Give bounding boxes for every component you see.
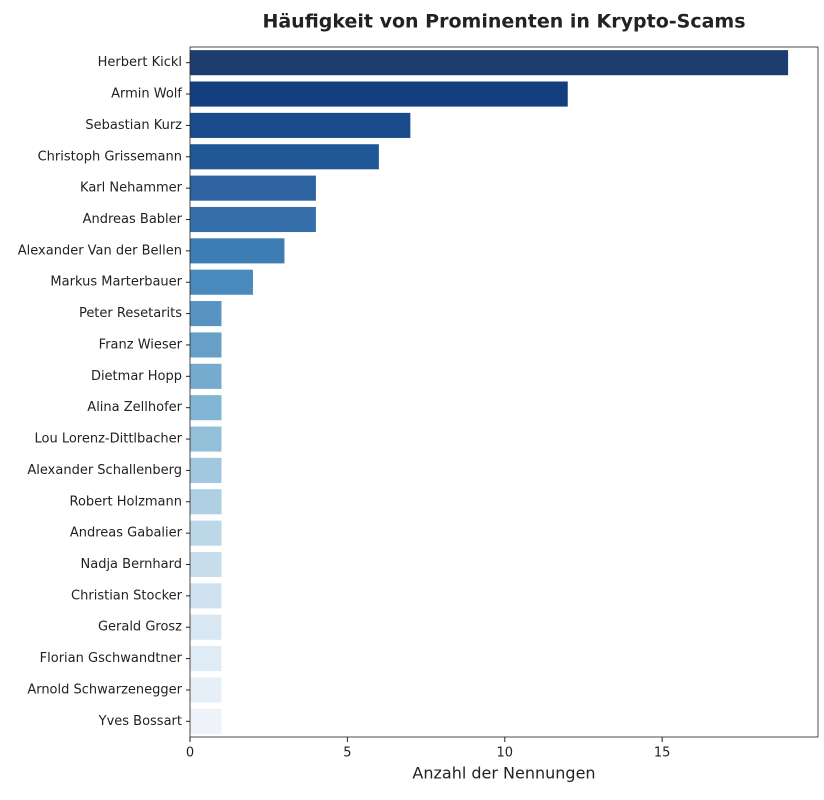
bar [190,332,222,358]
bar [190,269,253,295]
bar [190,489,222,515]
bar [190,677,222,703]
bar [190,81,568,107]
y-tick-label: Florian Gschwandtner [40,651,183,666]
y-tick-label: Karl Nehammer [80,181,183,196]
y-tick-label: Andreas Babler [83,212,183,227]
y-tick-label: Armin Wolf [111,87,182,102]
y-tick-label: Christian Stocker [71,588,183,603]
bar [190,520,222,546]
bar [190,426,222,452]
y-tick-label: Peter Resetarits [79,306,182,321]
y-tick-label: Gerald Grosz [98,620,182,635]
y-tick-label: Alina Zellhofer [87,400,182,415]
bar [190,551,222,578]
bar [190,395,222,421]
y-tick-label: Nadja Bernhard [81,557,183,572]
y-tick-label: Andreas Gabalier [70,526,183,541]
bar [190,614,222,640]
bar [190,206,316,233]
bar [190,175,316,201]
bar [190,50,789,76]
y-tick-label: Arnold Schwarzenegger [27,682,182,697]
bar [190,112,411,138]
y-tick-label: Franz Wieser [99,337,183,352]
x-tick-label: 10 [497,746,514,761]
y-tick-label: Christoph Grissemann [38,149,182,164]
bar [190,457,222,483]
chart-title: Häufigkeit von Prominenten in Krypto-Sca… [262,11,745,33]
bar [190,238,285,264]
y-tick-label: Herbert Kickl [98,55,182,70]
y-tick-label: Alexander Van der Bellen [18,243,182,258]
x-axis-label: Anzahl der Nennungen [412,764,595,783]
bar [190,363,222,389]
bar [190,144,379,170]
plot-frame [189,46,819,738]
x-tick-label: 0 [186,746,194,761]
y-tick-label: Lou Lorenz-Dittlbacher [35,432,183,447]
y-tick-label: Dietmar Hopp [91,369,182,384]
y-tick-label: Robert Holzmann [70,494,183,509]
x-tick-label: 5 [343,746,351,761]
y-tick-label: Alexander Schallenberg [27,463,182,478]
y-tick-label: Sebastian Kurz [85,118,182,133]
bar [190,646,222,672]
bar [190,708,222,734]
x-tick-label: 15 [654,746,671,761]
y-tick-label: Markus Marterbauer [50,275,182,290]
bar [190,301,222,327]
bar [190,583,222,609]
y-tick-label: Yves Bossart [98,714,182,729]
